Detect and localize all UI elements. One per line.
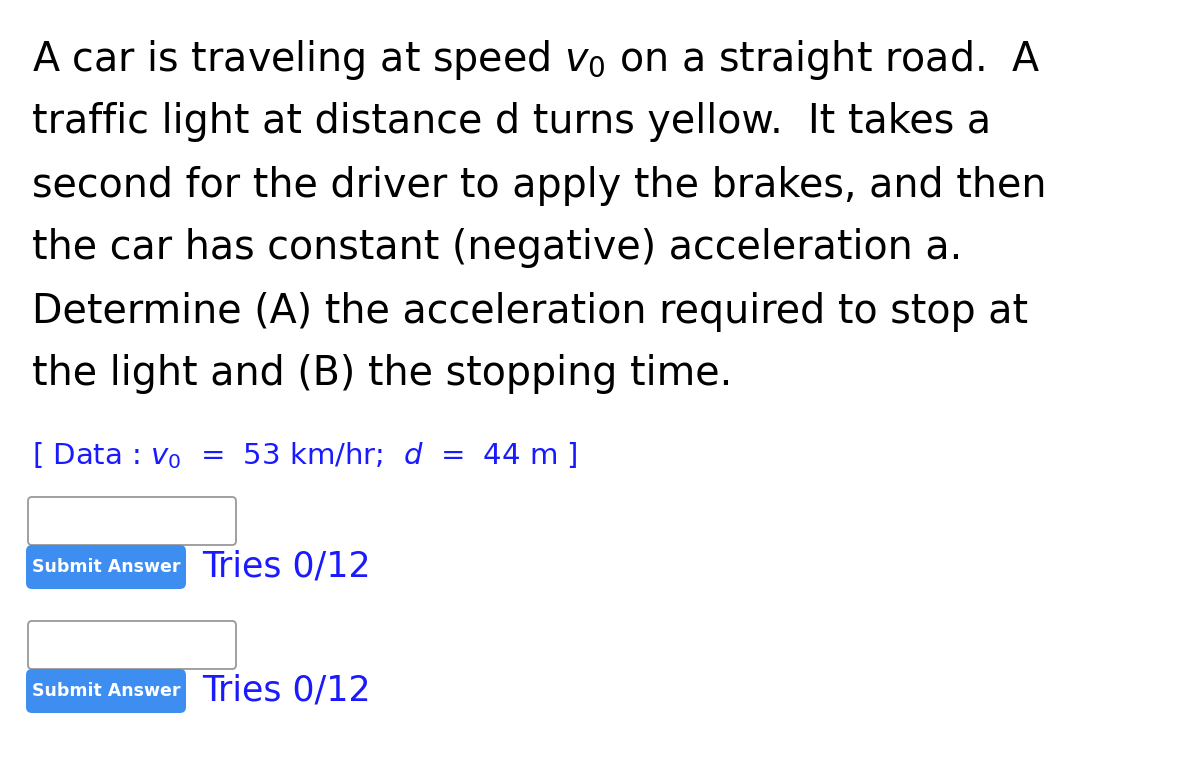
Text: second for the driver to apply the brakes, and then: second for the driver to apply the brake… xyxy=(32,166,1046,206)
Text: Tries 0/12: Tries 0/12 xyxy=(202,550,371,584)
Text: Determine (A) the acceleration required to stop at: Determine (A) the acceleration required … xyxy=(32,291,1028,332)
Text: [ Data : $v_0$  =  53 km/hr;  $d$  =  44 m ]: [ Data : $v_0$ = 53 km/hr; $d$ = 44 m ] xyxy=(32,440,578,471)
Text: traffic light at distance d turns yellow.  It takes a: traffic light at distance d turns yellow… xyxy=(32,103,991,143)
FancyBboxPatch shape xyxy=(26,669,186,713)
Text: Submit Answer: Submit Answer xyxy=(31,558,180,576)
Text: Submit Answer: Submit Answer xyxy=(31,682,180,700)
FancyBboxPatch shape xyxy=(28,497,236,545)
Text: the light and (B) the stopping time.: the light and (B) the stopping time. xyxy=(32,355,732,395)
FancyBboxPatch shape xyxy=(26,545,186,589)
FancyBboxPatch shape xyxy=(28,621,236,669)
Text: the car has constant (negative) acceleration a.: the car has constant (negative) accelera… xyxy=(32,228,962,268)
Text: A car is traveling at speed $v_0$ on a straight road.  A: A car is traveling at speed $v_0$ on a s… xyxy=(32,38,1040,82)
Text: Tries 0/12: Tries 0/12 xyxy=(202,674,371,708)
